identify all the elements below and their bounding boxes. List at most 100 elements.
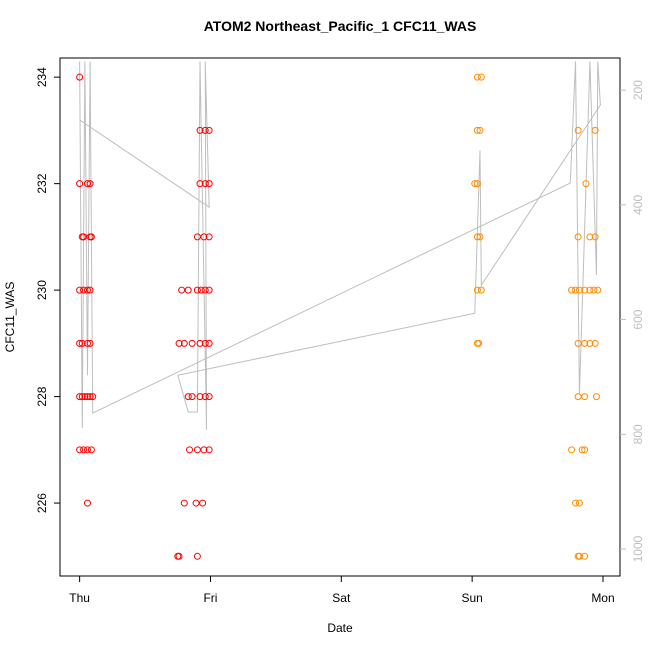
point [80,233,88,241]
point [197,286,205,294]
point [586,233,594,241]
point [471,180,479,188]
point [475,339,483,347]
point [188,339,196,347]
point [591,233,599,241]
point [83,499,91,507]
y-tick-label: 228 [35,386,49,406]
y2-tick-label: 600 [631,309,645,329]
point [196,180,204,188]
point [586,339,594,347]
y-tick-label: 234 [35,67,49,87]
point [581,552,589,560]
point [83,393,91,401]
point [184,286,192,294]
point [476,126,484,134]
point [575,499,583,507]
point [205,446,213,454]
y-tick-label: 226 [35,493,49,513]
point [205,126,213,134]
x-tick-label: Mon [591,591,614,605]
point [201,126,209,134]
point [83,180,91,188]
y2-tick-label: 1000 [631,535,645,562]
point [477,73,485,81]
point [586,286,594,294]
line [79,61,601,430]
point [574,126,582,134]
point [581,339,589,347]
point [581,446,589,454]
point [180,339,188,347]
point [196,393,204,401]
plot-frame [59,57,621,577]
point [591,126,599,134]
point [193,286,201,294]
point [574,339,582,347]
point [175,552,183,560]
point [574,393,582,401]
point [205,286,213,294]
point [76,286,84,294]
point [201,286,209,294]
point [477,286,485,294]
point [572,499,580,507]
y-axis-label: CFC11_WAS [3,282,17,353]
point [578,446,586,454]
point [76,180,84,188]
point [175,339,183,347]
point [568,446,576,454]
point [193,233,201,241]
point [205,393,213,401]
point [582,180,590,188]
point [574,233,582,241]
point [196,339,204,347]
point [89,393,97,401]
point [188,393,196,401]
point [87,446,95,454]
x-tick-label: Thu [69,591,90,605]
y2-tick-label: 400 [631,195,645,215]
point [592,393,600,401]
point [201,339,209,347]
point [568,286,576,294]
point [186,446,194,454]
point [200,446,208,454]
point [76,339,84,347]
point [83,286,91,294]
point [192,499,200,507]
point [86,393,94,401]
point [476,233,484,241]
x-tick-label: Sat [332,591,351,605]
point [76,393,84,401]
point [86,180,94,188]
point [193,552,201,560]
y-tick-label: 232 [35,173,49,193]
x-tick-label: Sun [461,591,482,605]
chart-title: ATOM2 Northeast_Pacific_1 CFC11_WAS [204,18,477,34]
point [200,233,208,241]
point [196,126,204,134]
point [76,73,84,81]
point [199,499,207,507]
point [87,233,95,241]
point [473,180,481,188]
point [473,73,481,81]
point [201,393,209,401]
point [575,286,583,294]
y-tick-label: 230 [35,280,49,300]
point [201,180,209,188]
point [591,339,599,347]
point [78,393,86,401]
point [590,286,598,294]
point [83,339,91,347]
point [184,393,192,401]
point [581,286,589,294]
point [572,286,580,294]
y2-tick-label: 800 [631,424,645,444]
point [86,339,94,347]
point [80,286,88,294]
point [581,393,589,401]
